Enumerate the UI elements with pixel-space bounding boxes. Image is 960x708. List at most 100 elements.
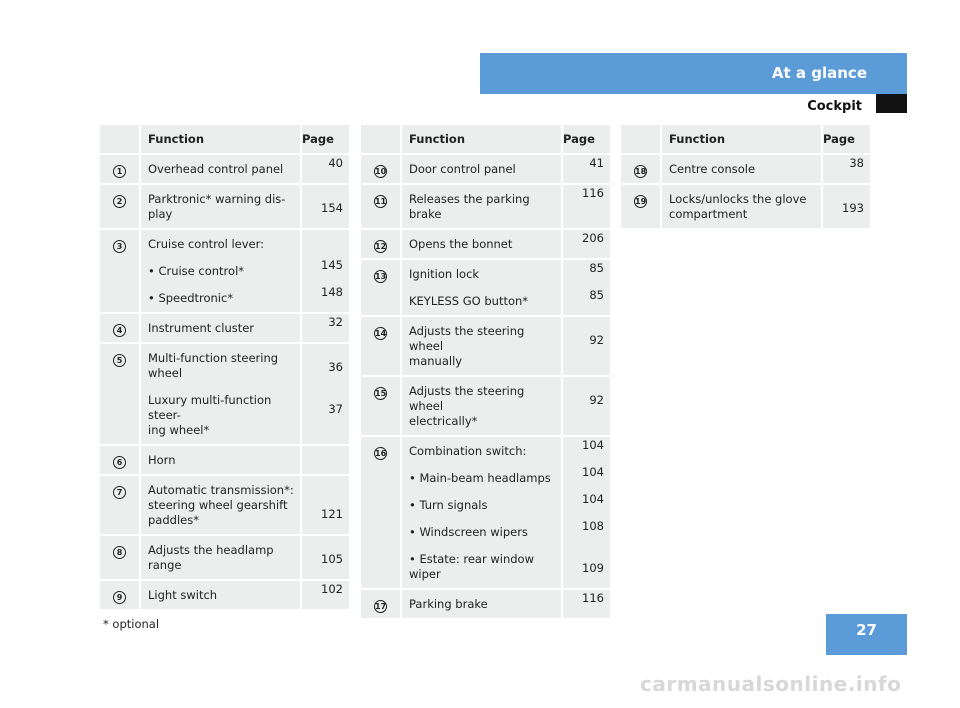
- function-text: Ignition lock: [409, 267, 480, 281]
- circled-number-icon: 19: [634, 195, 647, 208]
- table-row: 1 Overhead control panel 40: [100, 155, 349, 185]
- circled-number-icon: 16: [374, 447, 387, 460]
- sub-item-text: • Cruise control*: [148, 264, 245, 278]
- function-cell: Instrument cluster: [141, 314, 300, 344]
- table-row: 3 Cruise control lever: • Cruise control* •…: [100, 230, 349, 314]
- page-ref: 32: [328, 315, 343, 329]
- function-text: Cruise control lever:: [148, 237, 265, 251]
- function-text: Instrument cluster: [148, 321, 255, 335]
- page-header: Page: [561, 125, 610, 155]
- page-cell: 121: [300, 476, 349, 536]
- function-cell: Adjusts the headlamp range: [141, 536, 300, 581]
- function-cell: Releases the parking brake: [402, 185, 561, 230]
- sub-item-text: • Main-beam headlamps: [409, 471, 551, 485]
- page-ref: 85: [589, 261, 604, 275]
- item-number: 12: [361, 230, 402, 260]
- page-cell: 41: [561, 155, 610, 185]
- num-header: [361, 125, 402, 155]
- page-ref: 145: [321, 258, 343, 272]
- item-number: 13: [361, 260, 402, 317]
- page-cell: 116: [561, 590, 610, 620]
- page-cell: 105: [300, 536, 349, 581]
- num-header: [100, 125, 141, 155]
- table-row: 15 Adjusts the steering wheel electrically…: [361, 377, 610, 437]
- page-ref: 85: [589, 288, 604, 302]
- function-header: Function: [402, 125, 561, 155]
- page-ref: 36: [328, 360, 343, 374]
- function-text: range: [148, 558, 182, 572]
- page-header: Page: [300, 125, 349, 155]
- function-cell: Parktronic* warning dis-play: [141, 185, 300, 230]
- page-cell: 32: [300, 314, 349, 344]
- item-number: 8: [100, 536, 141, 581]
- item-number: 11: [361, 185, 402, 230]
- page-cell: 40: [300, 155, 349, 185]
- circled-number-icon: 6: [113, 456, 126, 469]
- subsection-title: Cockpit: [807, 99, 862, 114]
- function-text: Opens the bonnet: [409, 237, 513, 251]
- sub-item: • Estate: rear window wiper: [409, 552, 560, 582]
- table-row: 2 Parktronic* warning dis-play 154: [100, 185, 349, 230]
- table-row: 8 Adjusts the headlamp range 105: [100, 536, 349, 581]
- page-ref: 105: [321, 552, 343, 566]
- function-text: steering wheel gearshift: [148, 498, 288, 512]
- page-ref: 104: [582, 465, 604, 479]
- circled-number-icon: 8: [113, 546, 126, 559]
- page-cell: 92: [561, 317, 610, 377]
- item-number: 16: [361, 437, 402, 590]
- table-row: 4 Instrument cluster 32: [100, 314, 349, 344]
- function-text: Adjusts the headlamp: [148, 543, 274, 557]
- function-text: Parking brake: [409, 597, 488, 611]
- sub-item: KEYLESS GO button*: [409, 294, 560, 309]
- function-text: Overhead control panel: [148, 162, 284, 176]
- function-text: paddles*: [148, 513, 199, 527]
- page-ref: 109: [582, 561, 604, 575]
- function-text: Centre console: [669, 162, 756, 176]
- item-number: 5: [100, 344, 141, 446]
- circled-number-icon: 3: [113, 240, 126, 253]
- item-number: 7: [100, 476, 141, 536]
- function-cell: Door control panel: [402, 155, 561, 185]
- item-number: 14: [361, 317, 402, 377]
- sub-item: • Turn signals: [409, 498, 560, 513]
- sub-item: Luxury multi-function steer-ing wheel*: [148, 393, 299, 438]
- function-text: manually: [409, 354, 463, 368]
- function-text: wheel: [148, 366, 183, 380]
- table-row: 6 Horn: [100, 446, 349, 476]
- page-cell: 145 148: [300, 230, 349, 314]
- function-cell: Adjusts the steering wheel manually: [402, 317, 561, 377]
- function-text: play: [148, 207, 173, 221]
- function-text: electrically*: [409, 414, 478, 428]
- table-row: 5 Multi-function steering wheel Luxury mult…: [100, 344, 349, 446]
- circled-number-icon: 7: [113, 486, 126, 499]
- function-cell: Horn: [141, 446, 300, 476]
- function-text: Releases the parking brake: [409, 192, 530, 221]
- page-ref: 121: [321, 507, 343, 521]
- page-ref: 193: [842, 201, 864, 215]
- watermark: carmanualsonline.info: [640, 672, 902, 696]
- page-ref: 206: [582, 231, 604, 245]
- item-number: 2: [100, 185, 141, 230]
- table-row: 18 Centre console 38: [621, 155, 870, 185]
- page-cell: 38: [821, 155, 870, 185]
- page-ref: 148: [321, 285, 343, 299]
- circled-number-icon: 15: [374, 387, 387, 400]
- circled-number-icon: 10: [374, 165, 387, 178]
- section-title: At a glance: [771, 64, 867, 82]
- item-number: 15: [361, 377, 402, 437]
- page-cell: 92: [561, 377, 610, 437]
- function-table: Function Page 1 Overhead control panel 40 2 Pa…: [100, 125, 349, 611]
- function-text: compartment: [669, 207, 748, 221]
- function-cell: Centre console: [662, 155, 821, 185]
- sub-item: • Windscreen wipers: [409, 525, 560, 540]
- function-cell: Parking brake: [402, 590, 561, 620]
- circled-number-icon: 4: [113, 324, 126, 337]
- function-text: Adjusts the steering wheel: [409, 324, 525, 353]
- page-ref: 104: [582, 438, 604, 452]
- function-cell: Adjusts the steering wheel electrically*: [402, 377, 561, 437]
- circled-number-icon: 2: [113, 195, 126, 208]
- sub-item: • Speedtronic*: [148, 291, 299, 306]
- circled-number-icon: 1: [113, 165, 126, 178]
- page-ref: 37: [328, 402, 343, 416]
- page-number: 27: [826, 614, 907, 655]
